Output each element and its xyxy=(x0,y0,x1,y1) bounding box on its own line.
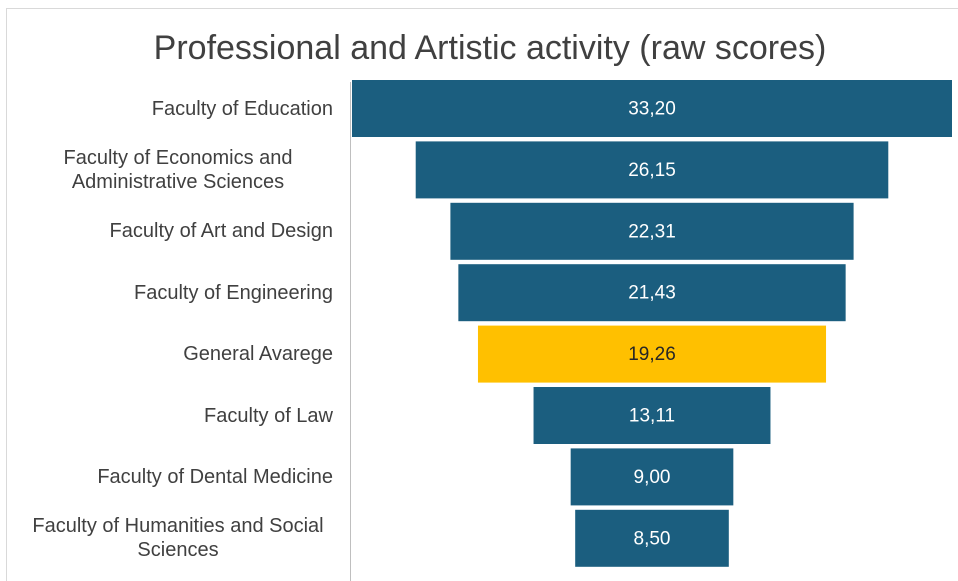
value-label: 8,50 xyxy=(634,528,671,549)
value-label: 21,43 xyxy=(628,283,676,304)
value-label: 33,20 xyxy=(628,99,676,120)
funnel-bar xyxy=(570,448,734,506)
funnel-bar xyxy=(450,202,854,260)
category-label: General Avarege xyxy=(183,343,333,366)
chart-frame xyxy=(6,8,958,581)
funnel-bar xyxy=(415,141,889,199)
category-label-box: Faculty of Humanities and Social Science… xyxy=(23,508,333,568)
value-label: 9,00 xyxy=(634,467,671,488)
category-label-box: Faculty of Art and Design xyxy=(110,201,333,261)
category-label: Faculty of Law xyxy=(204,404,333,427)
category-label-box: Faculty of Economics and Administrative … xyxy=(23,140,333,200)
funnel-bar xyxy=(458,264,846,322)
funnel-bar xyxy=(575,509,729,567)
category-label: Faculty of Dental Medicine xyxy=(97,465,333,488)
funnel-bar xyxy=(533,387,771,444)
category-label-box: Faculty of Engineering xyxy=(134,263,333,323)
category-label: Faculty of Humanities and Social Science… xyxy=(32,515,324,562)
chart-title: Professional and Artistic activity (raw … xyxy=(154,29,827,67)
value-label: 19,26 xyxy=(628,344,676,365)
category-label: Faculty of Economics and Administrative … xyxy=(63,146,293,193)
category-label: Faculty of Education xyxy=(151,97,333,120)
value-label: 26,15 xyxy=(628,160,676,181)
category-label-box: Faculty of Education xyxy=(152,79,333,139)
funnel-bar xyxy=(477,325,827,383)
value-label: 13,11 xyxy=(629,406,675,427)
category-label: Faculty of Engineering xyxy=(133,281,333,304)
category-label-box: General Avarege xyxy=(183,324,333,384)
category-label-box: Faculty of Dental Medicine xyxy=(97,447,333,507)
value-label: 22,31 xyxy=(628,221,676,242)
funnel-bar xyxy=(352,80,952,137)
category-label-box: Faculty of Law xyxy=(204,386,333,446)
category-label: Faculty of Art and Design xyxy=(109,220,333,243)
